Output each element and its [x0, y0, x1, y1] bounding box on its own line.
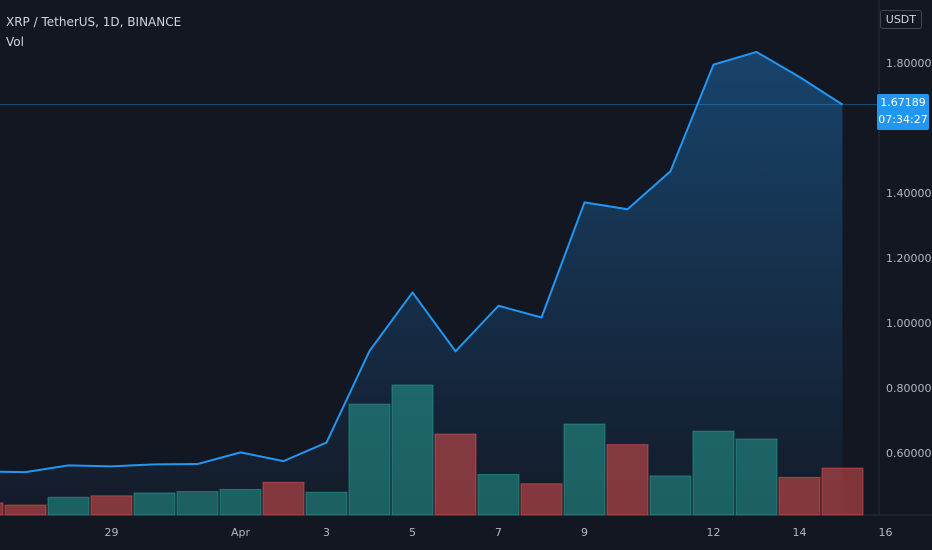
last-price-value: 1.67189 — [880, 96, 926, 109]
price-line — [0, 50, 844, 474]
volume-bar — [176, 491, 219, 516]
bar-countdown: 07:34:27 — [878, 113, 928, 126]
volume-bar — [133, 492, 176, 516]
volume-bar — [606, 444, 649, 516]
volume-bar — [0, 502, 4, 516]
time-axis-tick: Apr — [231, 526, 251, 539]
volume-legend: Vol — [6, 35, 24, 49]
price-axis-tick: 0.80000 — [886, 382, 932, 395]
symbol-title: XRP / TetherUS, 1D, BINANCE — [6, 15, 182, 29]
time-axis-tick: 12 — [707, 526, 721, 539]
volume-bar — [649, 475, 692, 516]
legend: XRP / TetherUS, 1D, BINANCE Vol — [6, 12, 181, 52]
volume-bar — [563, 423, 606, 516]
volume-bar — [90, 495, 133, 516]
volume-bar — [520, 483, 563, 516]
volume-bar — [305, 491, 348, 516]
volume-bar — [4, 504, 47, 516]
volume-bar — [821, 467, 864, 516]
time-axis-tick: 29 — [105, 526, 119, 539]
price-axis-tick: 1.40000 — [886, 187, 932, 200]
volume-bar — [47, 496, 90, 516]
price-axis-tick: 0.60000 — [886, 447, 932, 460]
price-axis-tick: 1.00000 — [886, 317, 932, 330]
volume-bar — [391, 384, 434, 516]
currency-button[interactable]: USDT — [879, 10, 922, 29]
volume-bar — [778, 476, 821, 516]
time-axis-tick: 5 — [409, 526, 416, 539]
price-area-fill — [0, 51, 843, 515]
last-price-tag: 1.67189 07:34:27 — [877, 94, 929, 130]
price-axis-tick: 1.80000 — [886, 57, 932, 70]
volume-bar — [735, 438, 778, 516]
volume-bar — [434, 433, 477, 516]
time-axis-tick: 14 — [793, 526, 807, 539]
volume-bar — [262, 481, 305, 516]
volume-bar — [348, 403, 391, 516]
price-axis-tick: 1.20000 — [886, 252, 932, 265]
volume-bar — [477, 474, 520, 516]
volume-bar — [219, 488, 262, 516]
time-axis-tick: 7 — [495, 526, 502, 539]
time-axis-tick: 16 — [879, 526, 893, 539]
volume-bar — [692, 430, 735, 516]
time-axis-tick: 3 — [323, 526, 330, 539]
time-axis-tick: 9 — [581, 526, 588, 539]
